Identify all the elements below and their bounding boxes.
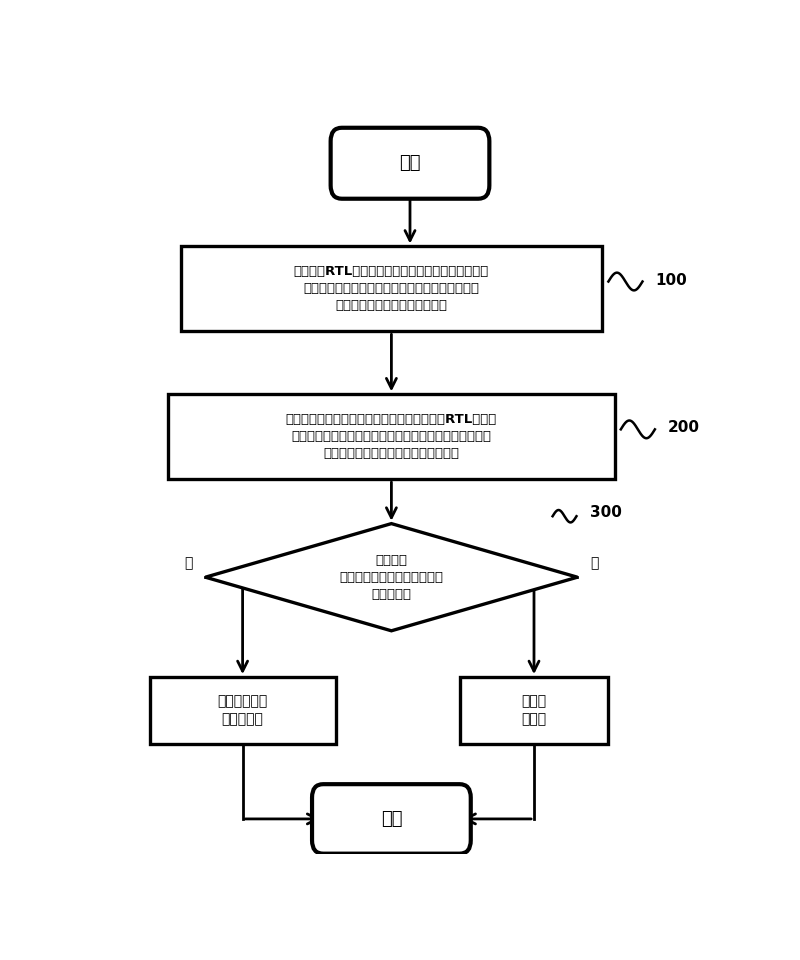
Text: 针对待检测错误的类型，分模块遍历整个所述RTL设计源
代码，通过词法分析、语法分析和静态语义分析提取待测
错误的特征信息，对特征信息进行存储: 针对待检测错误的类型，分模块遍历整个所述RTL设计源 代码，通过词法分析、语法分… — [286, 413, 497, 460]
Text: 结束: 结束 — [381, 810, 402, 828]
Bar — [150, 677, 336, 743]
Text: 发送错
误报告: 发送错 误报告 — [522, 694, 546, 727]
FancyBboxPatch shape — [330, 128, 490, 199]
Text: 是: 是 — [185, 556, 193, 570]
FancyBboxPatch shape — [312, 784, 470, 853]
Bar — [181, 247, 602, 331]
Text: 开始: 开始 — [399, 155, 421, 172]
Text: 判断所述
待测错误的检测标准与特征信
息是否匹配: 判断所述 待测错误的检测标准与特征信 息是否匹配 — [339, 554, 443, 601]
Text: 200: 200 — [667, 420, 699, 436]
Bar — [459, 677, 608, 743]
Polygon shape — [206, 523, 578, 631]
Text: 100: 100 — [655, 273, 686, 288]
Text: 结束待测设计
的错误检测: 结束待测设计 的错误检测 — [218, 694, 268, 727]
Text: 300: 300 — [590, 505, 622, 520]
Text: 否: 否 — [590, 556, 598, 570]
Text: 接收一个RTL设计源代码和相应的设计规范文件，根
据待检测错误的类型并结合所述设计规范文件，构
建对待测错误的检测标准并存储: 接收一个RTL设计源代码和相应的设计规范文件，根 据待检测错误的类型并结合所述设… — [294, 265, 489, 312]
Bar — [168, 395, 614, 479]
